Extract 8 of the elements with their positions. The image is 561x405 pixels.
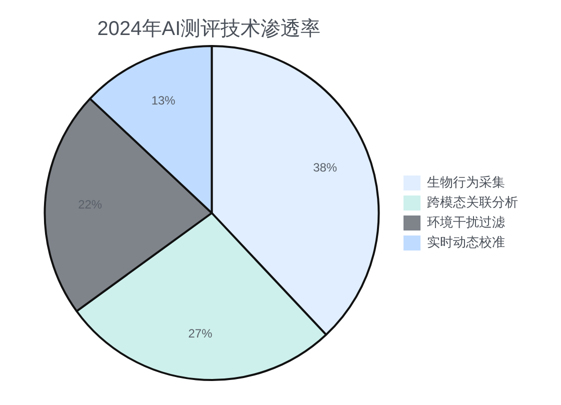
legend-label: 跨模态关联分析 xyxy=(427,194,518,210)
data-label: 13% xyxy=(151,93,176,108)
data-label: 38% xyxy=(313,160,338,174)
legend-label: 环境干扰过滤 xyxy=(427,214,505,230)
data-label: 27% xyxy=(188,326,213,341)
legend-label: 生物行为采集 xyxy=(427,174,505,190)
legend-label: 实时动态校准 xyxy=(427,234,505,250)
chart-title: 2024年AI测评技术渗透率 xyxy=(96,17,322,42)
